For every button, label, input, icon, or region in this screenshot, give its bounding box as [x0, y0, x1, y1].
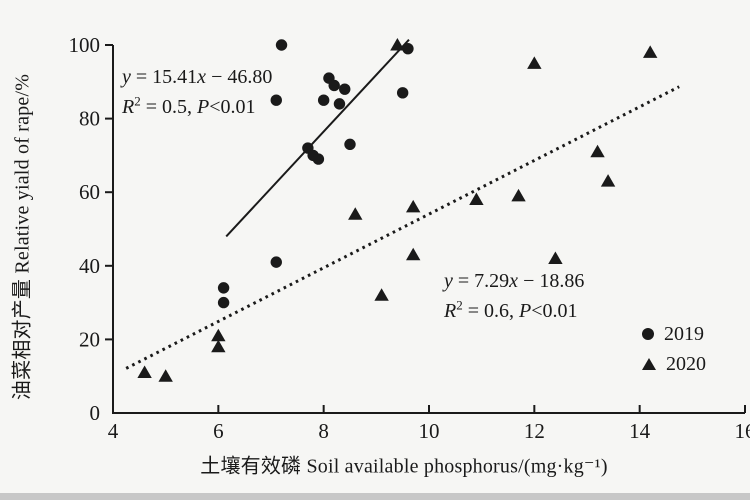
data-point-2020 — [406, 199, 421, 213]
data-point-2020 — [348, 207, 363, 220]
regression-stats-2019: R2 = 0.5, P<0.01 — [122, 93, 256, 118]
regression-equation-2019: y = 15.41x − 46.80 — [122, 66, 273, 88]
data-point-2020 — [211, 328, 226, 342]
y-tick-label: 80 — [79, 107, 100, 131]
x-axis-title: 土壤有效磷 Soil available phosphorus/(mg·kg⁻¹… — [200, 455, 608, 478]
legend-item-2020: 2020 — [642, 349, 706, 379]
data-point-2020 — [390, 38, 405, 51]
regression-annotation-2019: y = 15.41x − 46.80 R2 = 0.5, P<0.01 — [122, 62, 272, 122]
regression-annotation-2020: y = 7.29x − 18.86 R2 = 0.6, P<0.01 — [444, 266, 584, 326]
x-tick-label: 10 — [419, 419, 440, 443]
y-tick-label: 100 — [69, 33, 101, 57]
y-tick-label: 40 — [79, 254, 100, 278]
data-point-2019 — [317, 94, 330, 106]
legend-label-2020: 2020 — [666, 352, 706, 375]
y-tick-label: 60 — [79, 180, 100, 204]
regression-equation-2020: y = 7.29x − 18.86 — [444, 270, 585, 292]
data-point-2019 — [217, 296, 230, 309]
data-point-2020 — [158, 369, 173, 382]
data-point-2020 — [548, 251, 563, 264]
data-point-2020 — [211, 339, 226, 353]
data-point-2019 — [270, 256, 282, 268]
x-tick-label: 14 — [629, 419, 651, 443]
data-point-2019 — [333, 98, 346, 110]
legend-label-2019: 2019 — [664, 322, 704, 345]
data-point-2019 — [344, 138, 356, 151]
data-point-2020 — [527, 56, 542, 69]
data-point-2019 — [270, 94, 282, 106]
data-point-2020 — [374, 288, 389, 301]
data-point-2020 — [590, 144, 605, 158]
legend-item-2019: 2019 — [642, 319, 706, 349]
data-point-2019 — [396, 87, 409, 99]
data-point-2019 — [217, 282, 230, 294]
x-tick-label: 16 — [735, 419, 750, 443]
data-point-2019 — [339, 83, 351, 95]
data-point-2020 — [600, 174, 616, 187]
data-point-2020 — [643, 45, 658, 58]
x-tick-label: 4 — [108, 419, 119, 443]
data-point-2020 — [469, 192, 484, 206]
data-point-2019 — [275, 39, 288, 51]
fit-line-2019 — [225, 39, 410, 238]
x-tick-label: 12 — [524, 419, 545, 443]
y-axis-title: 油菜相对产量 Relative yiald of rape/% — [11, 73, 34, 401]
data-point-2019 — [312, 153, 325, 165]
x-tick-label: 8 — [318, 419, 329, 443]
y-tick-label: 0 — [90, 401, 101, 425]
circle-marker-icon — [642, 328, 654, 340]
data-point-2020 — [137, 365, 152, 379]
triangle-marker-icon — [642, 358, 656, 370]
data-point-2020 — [406, 247, 421, 261]
data-point-2019 — [328, 79, 340, 92]
data-point-2020 — [511, 188, 526, 202]
data-point-2019 — [402, 42, 414, 55]
x-tick-label: 6 — [213, 419, 224, 443]
page-bottom-strip — [0, 493, 750, 500]
legend: 2019 2020 — [642, 319, 706, 379]
regression-stats-2020: R2 = 0.6, P<0.01 — [444, 297, 578, 322]
y-tick-label: 20 — [79, 327, 100, 351]
fit-line-2020 — [125, 85, 680, 370]
